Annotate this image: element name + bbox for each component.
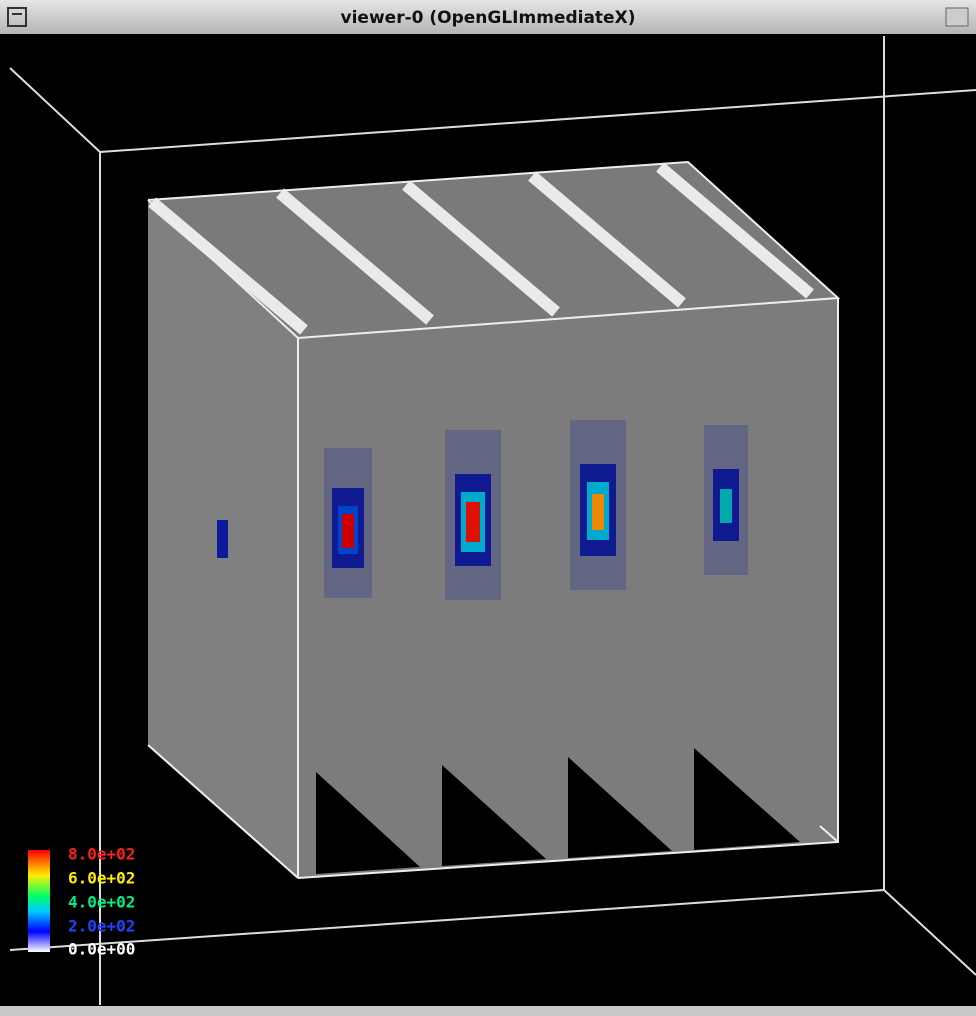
close-button[interactable] (946, 8, 968, 26)
viewer-window: viewer-0 (OpenGLImmediateX) (0, 0, 976, 1016)
window-title: viewer-0 (OpenGLImmediateX) (341, 8, 636, 28)
status-bar (0, 1006, 976, 1016)
scale-label: 6.0e+02 (68, 869, 135, 888)
page: viewer-0 (OpenGLImmediateX) (0, 0, 976, 1016)
scale-label: 8.0e+02 (68, 845, 135, 864)
color-scale (28, 850, 50, 952)
scale-label: 0.0e+00 (68, 940, 135, 959)
scale-label: 2.0e+02 (68, 917, 135, 936)
scale-label: 4.0e+02 (68, 893, 135, 912)
